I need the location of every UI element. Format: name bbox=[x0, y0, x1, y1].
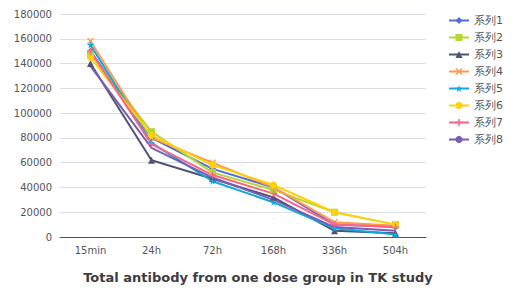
svg-text:72h: 72h bbox=[203, 245, 222, 256]
svg-text:系列2: 系列2 bbox=[474, 31, 503, 44]
svg-text:180000: 180000 bbox=[14, 9, 52, 20]
svg-text:336h: 336h bbox=[322, 245, 347, 256]
svg-text:120000: 120000 bbox=[14, 83, 52, 94]
svg-text:系列3: 系列3 bbox=[474, 48, 503, 61]
svg-text:系列1: 系列1 bbox=[474, 14, 503, 27]
svg-text:系列7: 系列7 bbox=[474, 116, 503, 129]
svg-text:系列5: 系列5 bbox=[474, 82, 503, 95]
svg-text:100000: 100000 bbox=[14, 108, 52, 119]
svg-text:系列6: 系列6 bbox=[474, 99, 503, 112]
svg-text:40000: 40000 bbox=[20, 182, 52, 193]
svg-text:0: 0 bbox=[46, 232, 52, 243]
svg-text:60000: 60000 bbox=[20, 157, 52, 168]
svg-text:15min: 15min bbox=[75, 245, 107, 256]
svg-text:168h: 168h bbox=[261, 245, 286, 256]
svg-text:140000: 140000 bbox=[14, 58, 52, 69]
svg-text:24h: 24h bbox=[142, 245, 161, 256]
svg-text:80000: 80000 bbox=[20, 132, 52, 143]
svg-text:160000: 160000 bbox=[14, 33, 52, 44]
svg-text:系列8: 系列8 bbox=[474, 133, 503, 146]
svg-text:20000: 20000 bbox=[20, 207, 52, 218]
svg-text:Total antibody from one dose g: Total antibody from one dose group in TK… bbox=[83, 270, 433, 285]
svg-text:504h: 504h bbox=[383, 245, 408, 256]
svg-text:系列4: 系列4 bbox=[474, 65, 503, 78]
